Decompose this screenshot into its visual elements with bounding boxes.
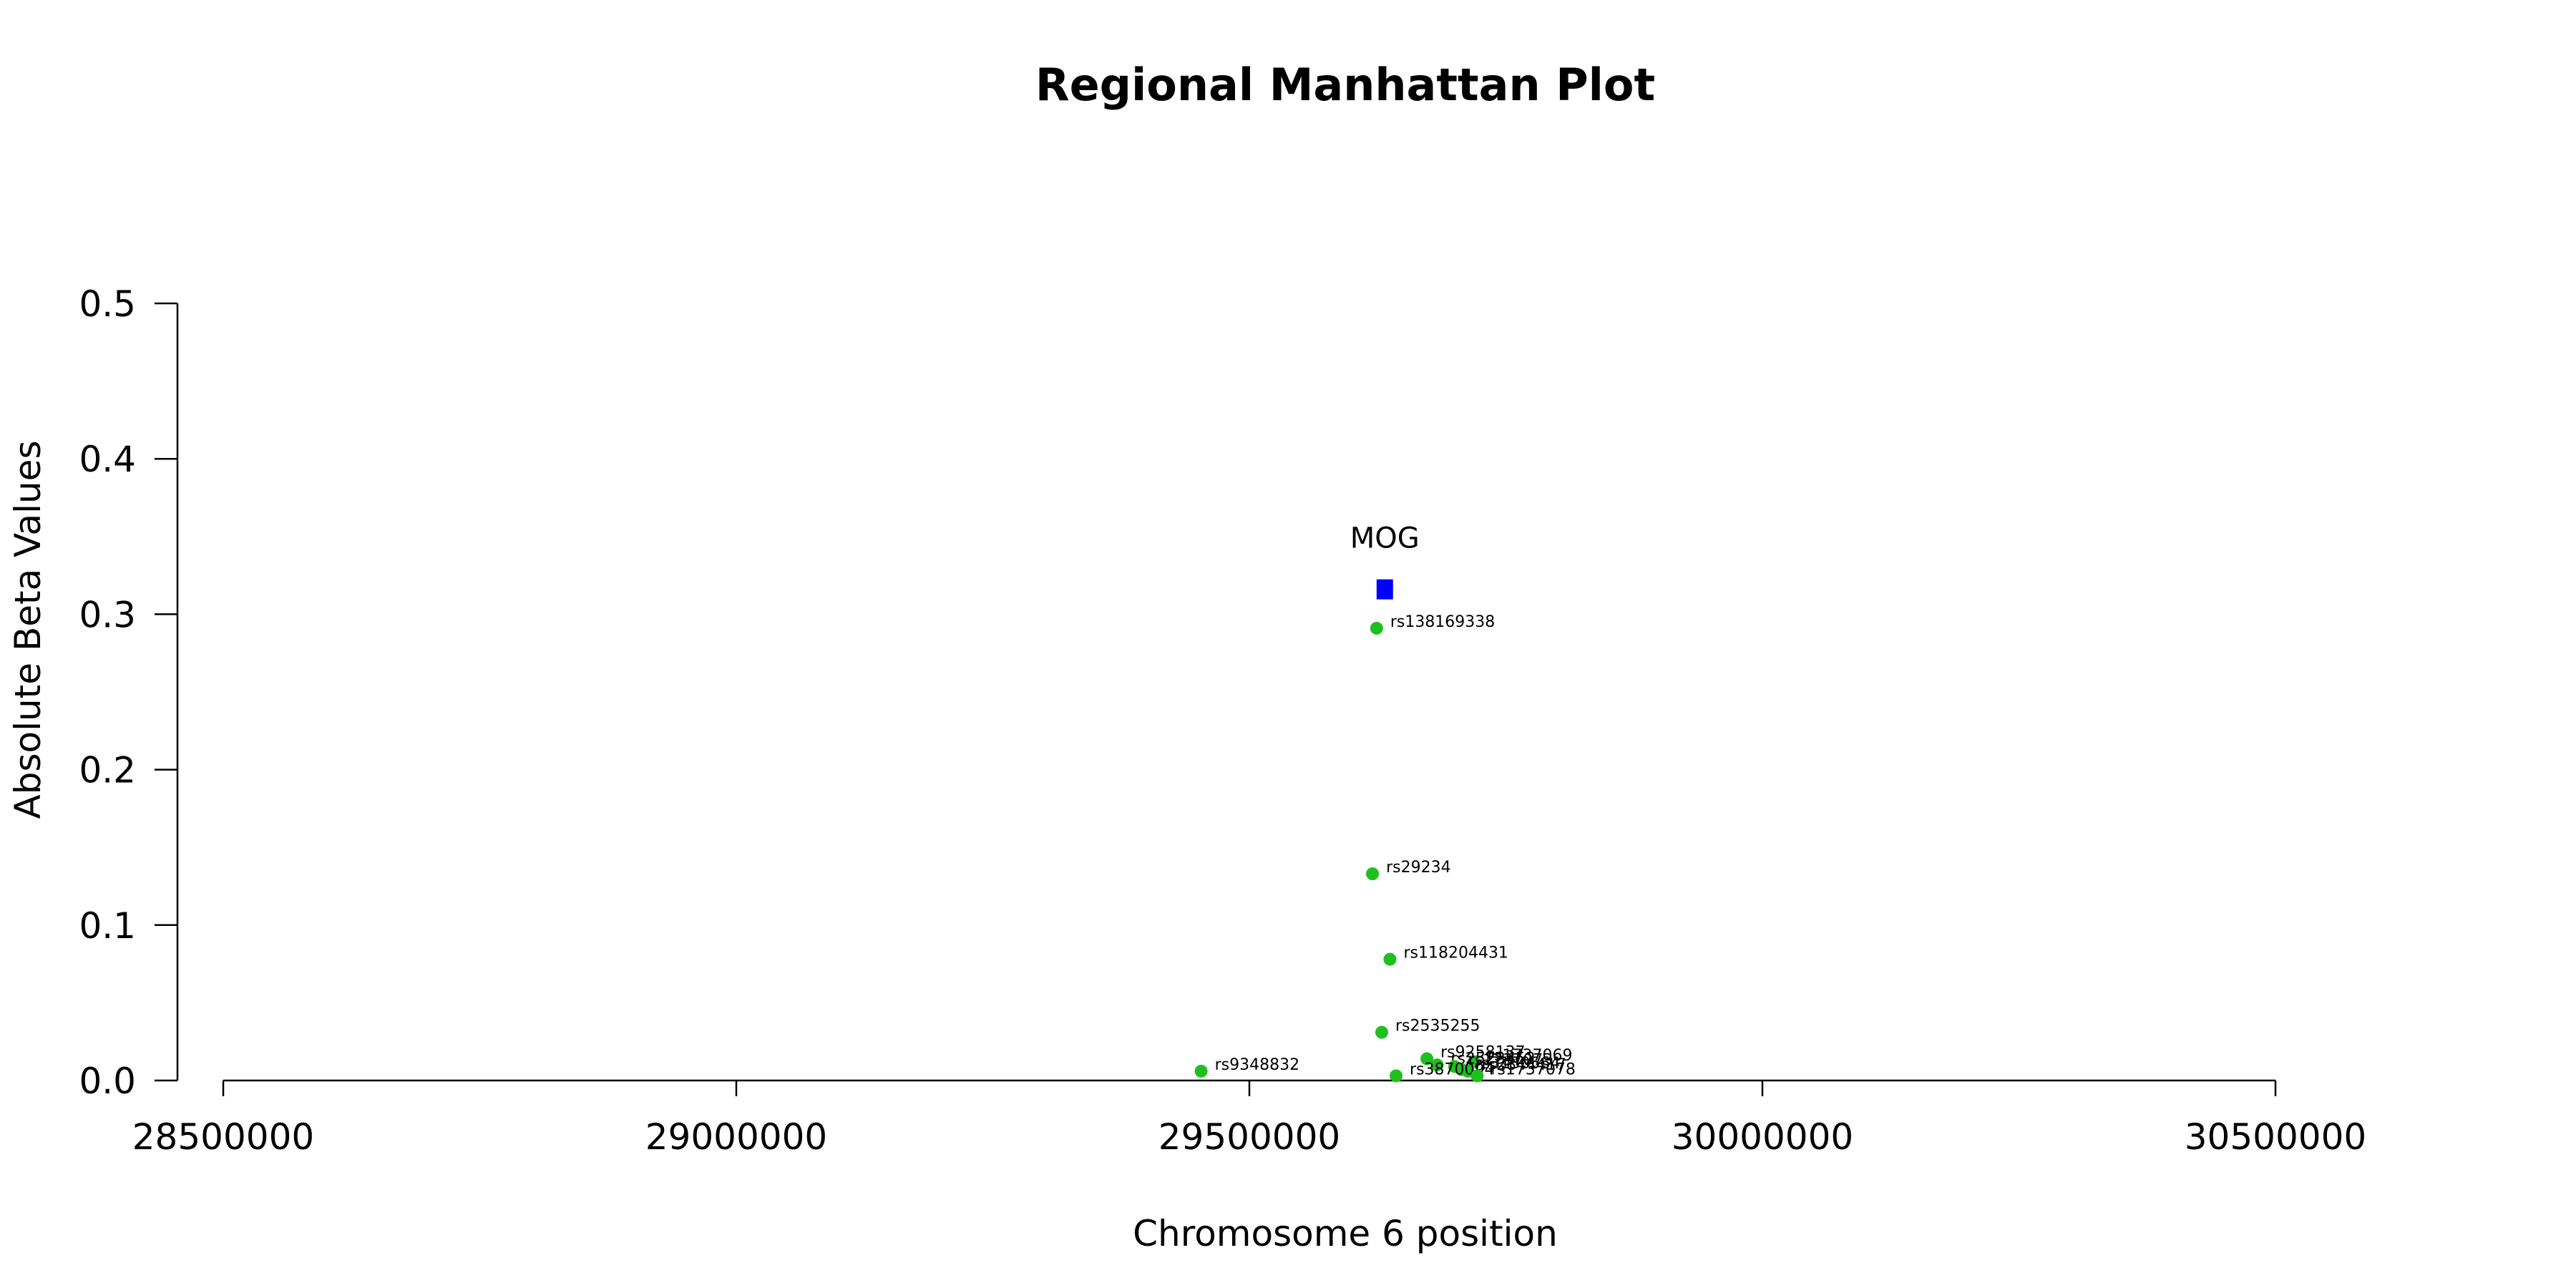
data-point-label: rs1737069 [1488,1047,1573,1065]
data-point-label: rs2844417 [1481,1056,1566,1074]
data-point-label: rs138169338 [1390,613,1495,631]
x-tick-label: 30500000 [2185,1116,2367,1158]
x-tick-label: 29000000 [645,1116,828,1158]
data-point [1420,1052,1434,1065]
data-point-label: rs1737073 [1468,1051,1553,1069]
data-point [1390,1069,1403,1083]
data-point-label: rs9258137 [1440,1044,1526,1062]
y-axis-label: Absolute Beta Values [7,441,49,819]
y-tick-label: 0.2 [79,750,136,791]
data-point-label: rs3130564 [1475,1055,1561,1073]
axes: 28500000 29000000 29500000 30000000 30500000… [79,283,2366,1158]
y-tick-label: 0.5 [79,283,136,325]
points-layer: rs138169338 rs29234 rs118204431 rs2535255 rs… [1194,613,1576,1083]
data-point-label: rs1737078 [1491,1060,1576,1078]
data-point-label: rs2535255 [1395,1018,1480,1035]
data-point [1370,621,1383,635]
chart-title: Regional Manhattan Plot [1035,59,1655,111]
data-point-label: rs29234 [1386,859,1451,877]
gene-layer: MOG [1350,522,1420,600]
y-tick-label: 0.4 [79,439,136,480]
data-point [1430,1058,1444,1072]
x-axis-label: Chromosome 6 position [1133,1213,1558,1254]
data-point [1468,1055,1481,1068]
data-point-label: rs118204431 [1403,945,1508,962]
x-tick-label: 30000000 [1672,1116,1854,1158]
x-tick-label: 29500000 [1158,1116,1341,1158]
data-point-label: rs9348832 [1215,1056,1300,1074]
y-tick-label: 0.1 [79,905,136,947]
gene-label: MOG [1350,522,1420,555]
data-point [1470,1069,1484,1083]
y-tick-label: 0.0 [79,1060,136,1102]
gene-marker [1376,579,1393,600]
data-point [1383,952,1397,966]
data-point [1375,1025,1388,1039]
data-point [1194,1064,1208,1078]
data-point [1366,867,1380,881]
x-tick-label: 28500000 [132,1116,315,1158]
y-tick-label: 0.3 [79,594,136,635]
